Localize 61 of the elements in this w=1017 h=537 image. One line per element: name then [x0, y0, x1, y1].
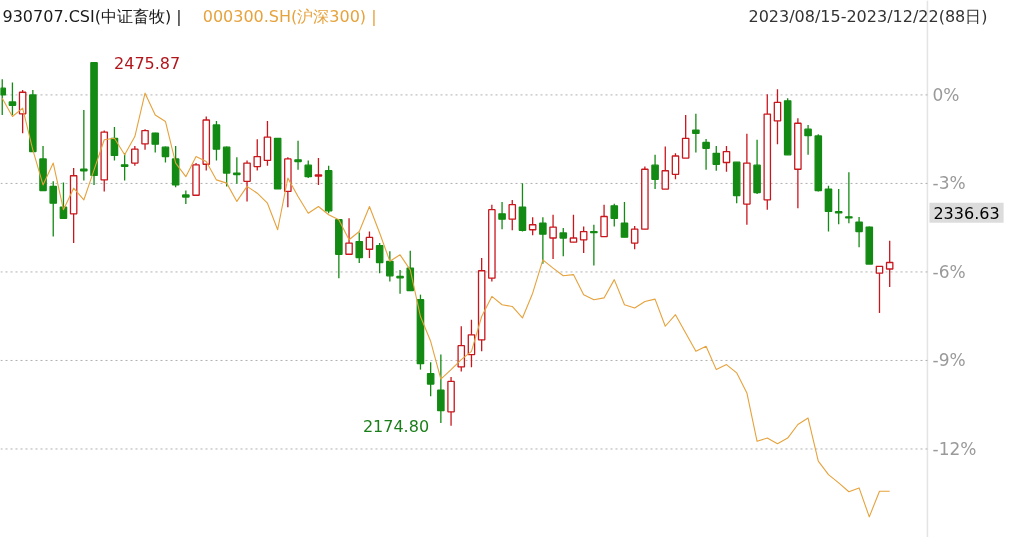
y-tick-label: -12% [932, 438, 977, 459]
candlestick [712, 145, 721, 172]
candlestick [8, 81, 17, 116]
text: 000300.SH(沪深300) | [202, 6, 377, 26]
candlestick [559, 227, 568, 257]
candlestick [855, 216, 863, 248]
candlestick [49, 180, 58, 238]
chart-subtitle: 2023/08/15-2023/12/22(88日) [748, 6, 988, 26]
candlestick [120, 152, 129, 182]
candlestick [294, 140, 302, 171]
candlestick [141, 128, 149, 151]
candlestick [569, 214, 578, 243]
line-series [1, 92, 891, 518]
candlestick [702, 138, 710, 171]
candlestick [600, 204, 608, 238]
candlestick [620, 201, 629, 238]
candlestick [671, 152, 680, 180]
candlestick [386, 250, 394, 283]
candlestick [131, 145, 139, 167]
candlestick [396, 269, 404, 295]
candlestick [875, 265, 884, 314]
annotation: 2174.80 [362, 416, 430, 436]
y-tick-label: -6% [932, 261, 966, 282]
candlestick [375, 242, 384, 274]
candlestick [722, 145, 731, 173]
candlestick [437, 353, 445, 424]
text: 930707.CSI(中证畜牧) | [2, 6, 182, 26]
candlestick [539, 216, 547, 265]
candlestick [314, 157, 323, 186]
candlestick [824, 185, 833, 233]
annotation: 2475.87 [114, 53, 181, 73]
candlestick [243, 159, 251, 203]
candlestick [651, 154, 659, 190]
y-tick-label: 0% [932, 84, 960, 105]
candlestick [355, 231, 364, 264]
candlestick [845, 171, 853, 224]
candlestick [253, 138, 262, 172]
candlestick [457, 325, 466, 373]
candlestick [508, 199, 517, 231]
text: 2336.63 [933, 203, 1000, 223]
candlestick [345, 217, 353, 255]
candlestick [233, 156, 241, 185]
candlestick [365, 230, 374, 259]
candlestick [681, 114, 690, 159]
candlestick [885, 240, 894, 288]
y-tick-label: -3% [932, 173, 966, 194]
candlestick [590, 224, 598, 267]
candlestick [630, 225, 639, 250]
candlestick [834, 188, 843, 225]
candlestick [549, 214, 557, 260]
candlestick [773, 88, 782, 145]
candlestick [692, 113, 700, 154]
candlestick [610, 203, 619, 228]
candlestick [804, 124, 812, 156]
candlestick [0, 78, 7, 116]
y-tick-label: -9% [932, 350, 966, 371]
candlestick [498, 201, 506, 230]
candlestick [518, 182, 527, 233]
candlestick [426, 361, 435, 397]
candlestick [263, 120, 272, 167]
candlestick [661, 145, 670, 190]
